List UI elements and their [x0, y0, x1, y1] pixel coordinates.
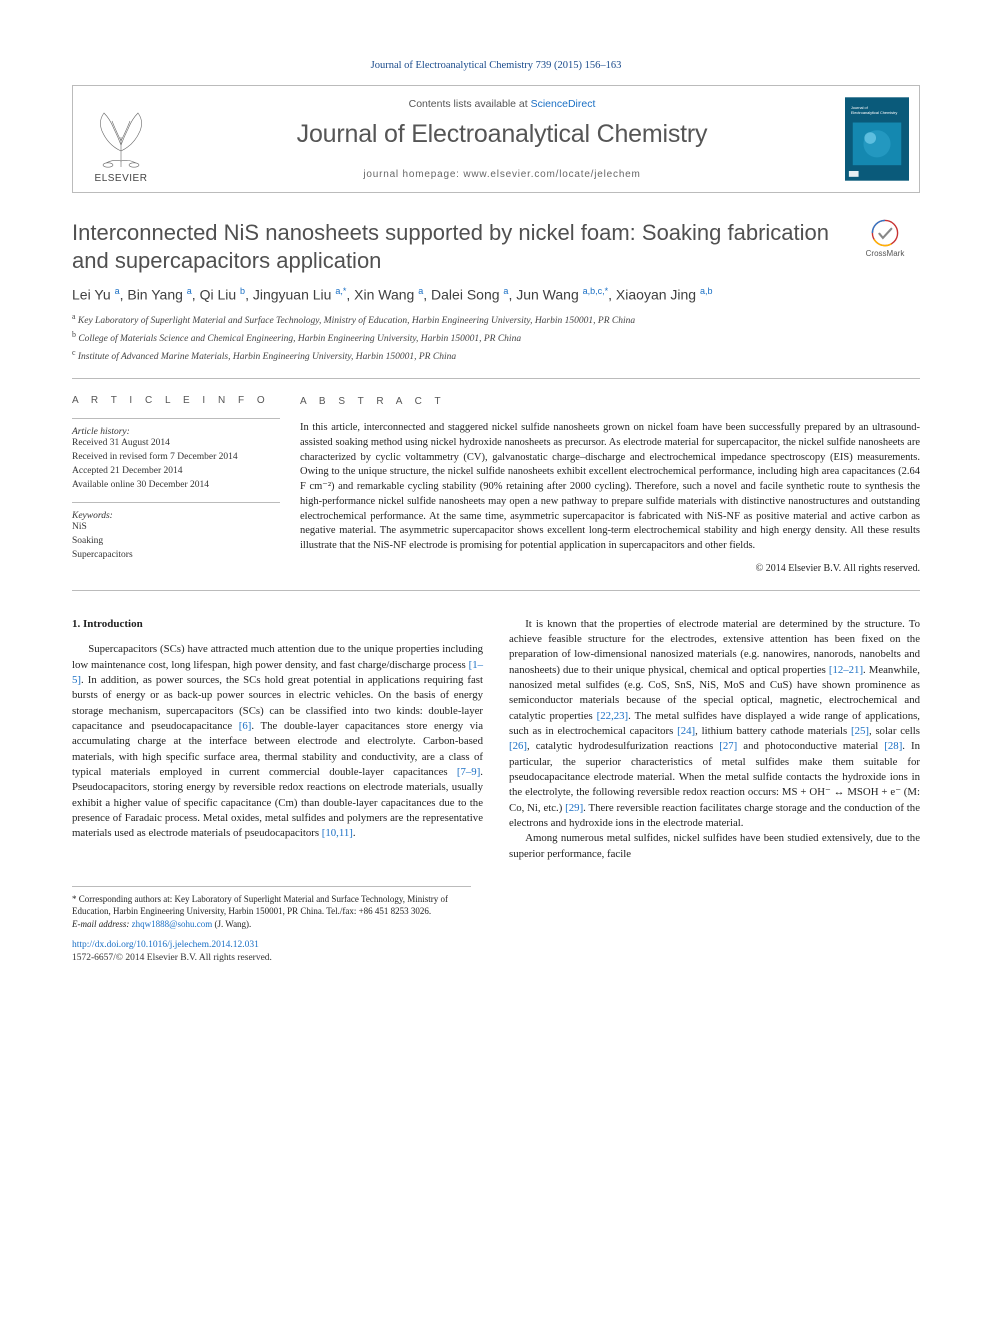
svg-text:Electroanalytical Chemistry: Electroanalytical Chemistry	[851, 110, 898, 115]
abstract-heading: A B S T R A C T	[300, 395, 920, 409]
affiliation-line: b College of Materials Science and Chemi…	[72, 329, 920, 347]
article-info-column: A R T I C L E I N F O Article history: R…	[72, 395, 300, 575]
homepage-url[interactable]: www.elsevier.com/locate/jelechem	[463, 169, 640, 180]
citation-link[interactable]: [12–21]	[829, 664, 863, 676]
citation-link[interactable]: [10,11]	[322, 827, 353, 839]
keyword: Supercapacitors	[72, 549, 280, 563]
email-attribution: (J. Wang).	[212, 919, 251, 929]
article-history-label: Article history:	[72, 427, 280, 437]
history-line: Accepted 21 December 2014	[72, 465, 280, 479]
section-heading-intro: 1. Introduction	[72, 617, 483, 633]
citation-link[interactable]: [27]	[719, 740, 737, 752]
contents-available-line: Contents lists available at ScienceDirec…	[169, 98, 835, 110]
article-info-heading: A R T I C L E I N F O	[72, 395, 280, 406]
body-paragraph: It is known that the properties of elect…	[509, 617, 920, 832]
citation-link[interactable]: [26]	[509, 740, 527, 752]
abstract-text: In this article, interconnected and stag…	[300, 421, 920, 553]
body-paragraph: Among numerous metal sulfides, nickel su…	[509, 831, 920, 862]
citation-line: Journal of Electroanalytical Chemistry 7…	[72, 60, 920, 71]
citation-link[interactable]: [22,23]	[597, 710, 628, 722]
crossmark-badge[interactable]: CrossMark	[850, 219, 920, 258]
email-link[interactable]: zhqw1888@sohu.com	[132, 919, 213, 929]
citation-link[interactable]: [29]	[565, 802, 583, 814]
citation-link[interactable]: [24]	[677, 725, 695, 737]
journal-homepage: journal homepage: www.elsevier.com/locat…	[169, 169, 835, 180]
keywords-label: Keywords:	[72, 511, 280, 521]
email-line: E-mail address: zhqw1888@sohu.com (J. Wa…	[72, 918, 471, 931]
history-line: Received 31 August 2014	[72, 437, 280, 451]
sciencedirect-link[interactable]: ScienceDirect	[531, 98, 596, 110]
journal-name: Journal of Electroanalytical Chemistry	[169, 120, 835, 149]
affiliation-line: c Institute of Advanced Marine Materials…	[72, 347, 920, 365]
citation-link[interactable]: [7–9]	[457, 766, 480, 778]
body-text: 1. Introduction Supercapacitors (SCs) ha…	[72, 617, 920, 862]
doi-link[interactable]: http://dx.doi.org/10.1016/j.jelechem.201…	[72, 940, 259, 950]
crossmark-icon	[871, 219, 899, 247]
history-line: Received in revised form 7 December 2014	[72, 451, 280, 465]
citation-link[interactable]: [6]	[239, 720, 252, 732]
abstract-column: A B S T R A C T In this article, interco…	[300, 395, 920, 575]
corresponding-author-note: * Corresponding authors at: Key Laborato…	[72, 893, 471, 918]
journal-header: ELSEVIER Contents lists available at Sci…	[72, 85, 920, 193]
elsevier-tree-icon	[86, 101, 156, 171]
crossmark-label: CrossMark	[866, 249, 905, 258]
footnote-block: * Corresponding authors at: Key Laborato…	[72, 886, 471, 965]
homepage-prefix: journal homepage:	[363, 169, 463, 180]
journal-cover-thumb: Journal of Electroanalytical Chemistry	[835, 86, 919, 192]
body-paragraph: Supercapacitors (SCs) have attracted muc…	[72, 642, 483, 841]
issn-copyright: 1572-6657/© 2014 Elsevier B.V. All right…	[72, 952, 471, 965]
citation-link[interactable]: [25]	[851, 725, 869, 737]
affiliation-line: a Key Laboratory of Superlight Material …	[72, 311, 920, 329]
article-title: Interconnected NiS nanosheets supported …	[72, 219, 850, 274]
elsevier-wordmark: ELSEVIER	[95, 173, 148, 184]
contents-prefix: Contents lists available at	[409, 98, 531, 110]
affiliation-list: a Key Laboratory of Superlight Material …	[72, 311, 920, 365]
citation-link[interactable]: [28]	[884, 740, 902, 752]
keyword: NiS	[72, 521, 280, 535]
email-label: E-mail address:	[72, 919, 132, 929]
abstract-copyright: © 2014 Elsevier B.V. All rights reserved…	[300, 562, 920, 576]
author-list: Lei Yu a, Bin Yang a, Qi Liu b, Jingyuan…	[72, 286, 920, 303]
elsevier-logo: ELSEVIER	[73, 86, 169, 192]
keyword: Soaking	[72, 535, 280, 549]
history-line: Available online 30 December 2014	[72, 479, 280, 493]
